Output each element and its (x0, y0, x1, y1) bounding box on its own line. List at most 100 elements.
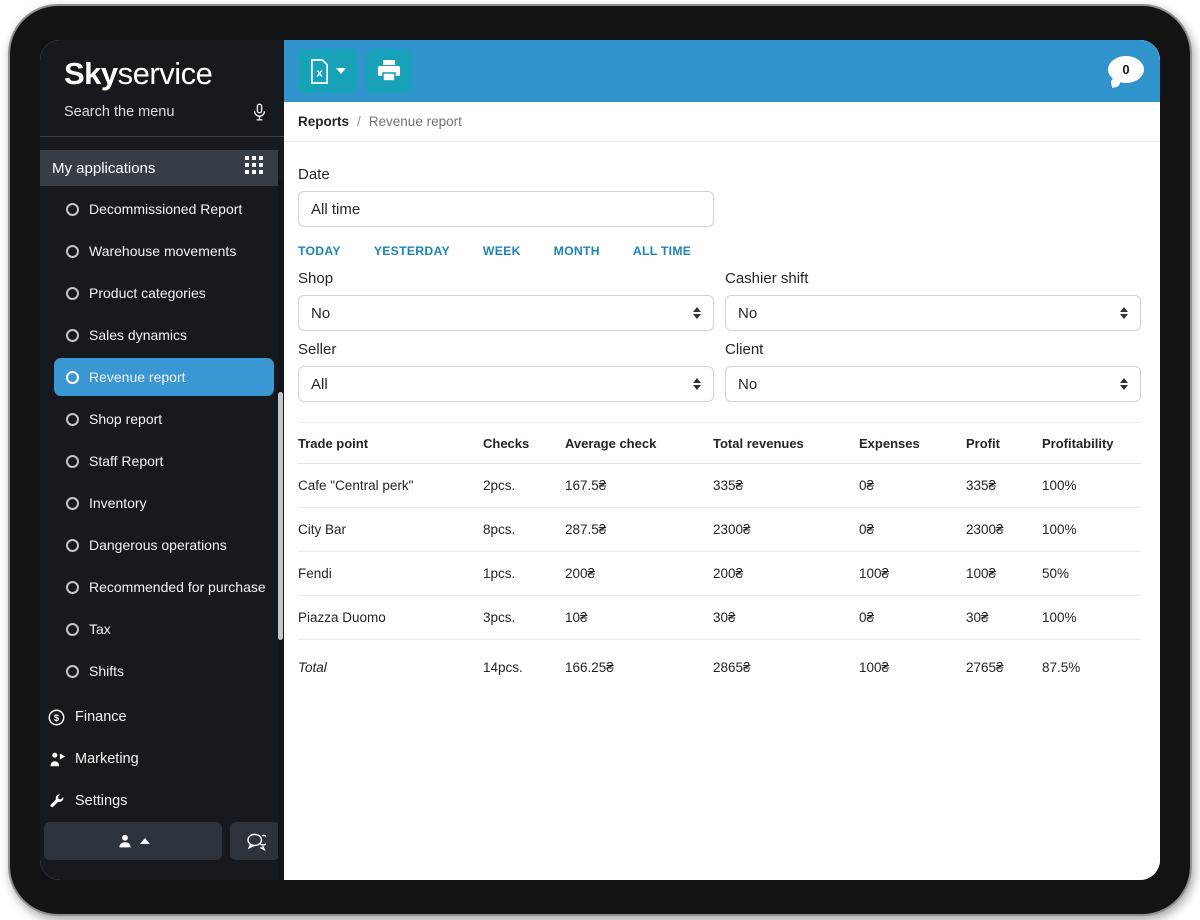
cell-profit: 335₴ (966, 463, 1042, 508)
sidebar-item-label: Recommended for purchase (89, 579, 266, 595)
cell-trade-point: Cafe "Central perk" (298, 463, 483, 508)
export-excel-button[interactable]: x (298, 49, 357, 93)
sidebar-item-product-categories[interactable]: Product categories (40, 272, 284, 314)
radio-icon (66, 370, 79, 384)
svg-text:$: $ (54, 712, 60, 722)
quick-link-yesterday[interactable]: YESTERDAY (373, 244, 450, 258)
radio-icon (66, 328, 79, 342)
user-icon (118, 834, 131, 848)
sidebar-item-label: Product categories (89, 285, 206, 301)
sidebar-item-settings[interactable]: Settings (40, 780, 284, 822)
microphone-icon[interactable] (251, 102, 268, 122)
radio-icon (66, 412, 79, 426)
cell-total-revenues: 30₴ (713, 595, 859, 640)
radio-icon (66, 622, 79, 636)
top-toolbar: x 0 (284, 40, 1160, 102)
main-panel: x 0 Reports / Revenue report (284, 40, 1160, 880)
app-logo: Skyservice (40, 40, 284, 94)
notifications-bubble[interactable]: 0 (1108, 56, 1144, 83)
sidebar-item-label: Revenue report (89, 369, 186, 385)
column-header-expenses: Expenses (859, 422, 966, 464)
sidebar-item-inventory[interactable]: Inventory (40, 482, 284, 524)
cell-profit: 2300₴ (966, 507, 1042, 552)
total-expenses: 100₴ (859, 660, 890, 675)
radio-icon (66, 244, 79, 258)
sidebar-sections: $ Finance Marketing Setting (40, 696, 284, 822)
cell-trade-point: Piazza Duomo (298, 595, 483, 640)
total-revenues: 2865₴ (713, 660, 751, 675)
sidebar-scrollbar-thumb[interactable] (278, 392, 283, 640)
client-select[interactable]: No (725, 366, 1141, 402)
cell-checks: 1pcs. (483, 551, 565, 596)
shop-select-value: No (311, 304, 331, 322)
cell-trade-point: City Bar (298, 507, 483, 552)
sidebar-item-shop-report[interactable]: Shop report (40, 398, 284, 440)
radio-icon (66, 202, 79, 216)
sidebar-item-decommissioned-report[interactable]: Decommissioned Report (40, 188, 284, 230)
svg-text:x: x (316, 67, 323, 79)
sidebar-item-dangerous-operations[interactable]: Dangerous operations (40, 524, 284, 566)
breadcrumb: Reports / Revenue report (284, 102, 1160, 142)
user-account-button[interactable] (44, 822, 222, 860)
sidebar-item-tax[interactable]: Tax (40, 608, 284, 650)
sidebar-item-label: Warehouse movements (89, 243, 237, 259)
cashier-shift-select-value: No (738, 304, 758, 322)
sidebar-item-finance[interactable]: $ Finance (40, 696, 284, 738)
seller-select[interactable]: All (298, 366, 714, 402)
app-screen: Skyservice My applications (40, 40, 1160, 880)
support-chat-button[interactable] (230, 822, 280, 860)
cell-average-check: 167.5₴ (565, 463, 713, 508)
cell-average-check: 200₴ (565, 551, 713, 596)
select-arrows-icon (693, 378, 701, 390)
my-applications-header[interactable]: My applications (40, 150, 278, 186)
column-header-profit: Profit (966, 422, 1042, 464)
cell-profit: 30₴ (966, 595, 1042, 640)
cell-expenses: 0₴ (859, 463, 966, 508)
date-input[interactable] (298, 191, 714, 227)
cell-profit: 100₴ (966, 551, 1042, 596)
report-content: Date TODAY YESTERDAY WEEK MONTH ALL TIME… (284, 142, 1160, 880)
sidebar-item-recommended-for-purchase[interactable]: Recommended for purchase (40, 566, 284, 608)
shop-select[interactable]: No (298, 295, 714, 331)
sidebar-item-warehouse-movements[interactable]: Warehouse movements (40, 230, 284, 272)
radio-icon (66, 454, 79, 468)
quick-link-all-time[interactable]: ALL TIME (632, 244, 692, 258)
radio-icon (66, 664, 79, 678)
sidebar-item-label: Settings (75, 793, 128, 809)
total-average-check: 166.25₴ (565, 660, 614, 675)
date-quick-links: TODAY YESTERDAY WEEK MONTH ALL TIME (298, 244, 1141, 258)
column-header-average-check: Average check (565, 422, 713, 464)
sidebar-item-revenue-report[interactable]: Revenue report (54, 358, 274, 396)
cashier-shift-select[interactable]: No (725, 295, 1141, 331)
quick-link-week[interactable]: WEEK (482, 244, 521, 258)
logo-bold: Sky (64, 56, 118, 91)
sidebar-item-marketing[interactable]: Marketing (40, 738, 284, 780)
client-select-value: No (738, 375, 758, 393)
cell-checks: 8pcs. (483, 507, 565, 552)
sidebar-item-label: Inventory (89, 495, 147, 511)
quick-link-today[interactable]: TODAY (298, 244, 341, 258)
breadcrumb-separator: / (357, 114, 361, 129)
radio-icon (66, 580, 79, 594)
excel-file-icon: x (311, 58, 328, 84)
search-input[interactable] (52, 104, 251, 120)
sidebar-item-sales-dynamics[interactable]: Sales dynamics (40, 314, 284, 356)
total-profitability: 87.5% (1042, 660, 1081, 675)
revenue-report-table: Trade point Checks Average check Total r… (298, 422, 1141, 689)
sidebar-divider (40, 136, 284, 137)
sidebar-item-staff-report[interactable]: Staff Report (40, 440, 284, 482)
sidebar-item-shifts[interactable]: Shifts (40, 650, 284, 692)
sidebar-item-label: Shop report (89, 411, 163, 427)
notification-count: 0 (1122, 62, 1130, 77)
print-button[interactable] (366, 49, 412, 93)
seller-label: Seller (298, 341, 337, 358)
tablet-frame: Skyservice My applications (8, 4, 1192, 916)
caret-down-icon (336, 68, 346, 74)
breadcrumb-reports[interactable]: Reports (298, 114, 350, 129)
quick-link-month[interactable]: MONTH (553, 244, 600, 258)
seller-select-value: All (311, 375, 328, 393)
wrench-icon (50, 793, 64, 807)
shop-field: Shop No (298, 260, 714, 331)
logo-light: service (117, 56, 213, 91)
column-header-total-revenues: Total revenues (713, 422, 859, 464)
